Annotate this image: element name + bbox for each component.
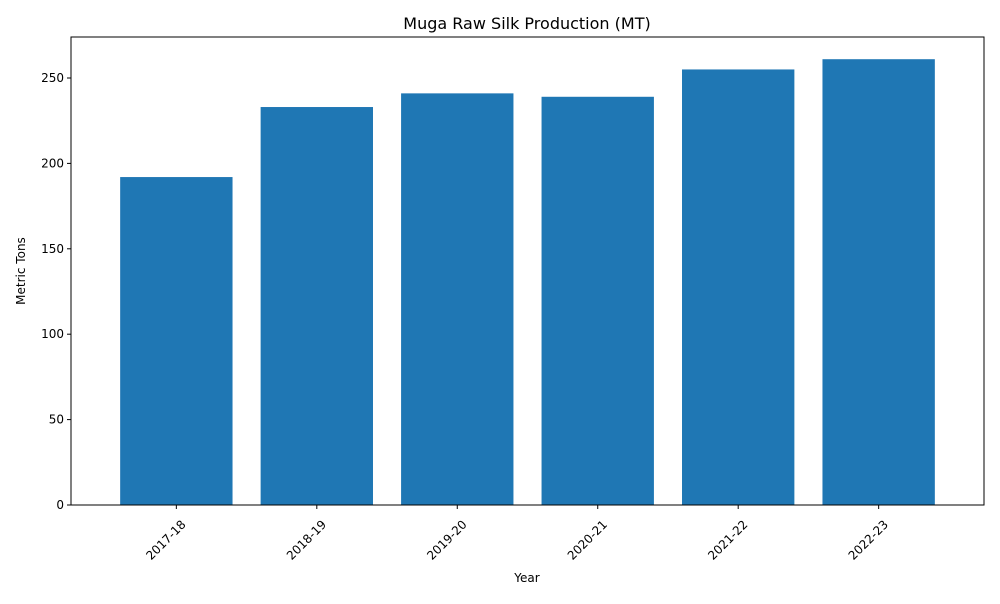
y-tick-label: 200 <box>41 156 64 170</box>
y-tick-label: 100 <box>41 327 64 341</box>
y-axis-ticks: 0 50 100 150 200 250 <box>41 71 71 512</box>
y-tick-label: 50 <box>49 413 64 427</box>
y-tick-label: 250 <box>41 71 64 85</box>
bar-2017-18 <box>120 177 233 505</box>
x-tick-label: 2021-22 <box>705 517 750 562</box>
x-tick-label: 2020-21 <box>565 517 610 562</box>
bar-2018-19 <box>260 107 373 505</box>
bar-2021-22 <box>682 69 795 506</box>
x-tick-label: 2022-23 <box>846 517 891 562</box>
bar-2020-21 <box>541 96 654 506</box>
bar-2019-20 <box>401 93 514 505</box>
x-axis-label: Year <box>513 571 539 585</box>
x-tick-label: 2017-18 <box>143 517 188 562</box>
y-axis-label: Metric Tons <box>14 237 28 305</box>
bar-2022-23 <box>822 59 935 506</box>
chart-title: Muga Raw Silk Production (MT) <box>403 14 650 33</box>
x-tick-label: 2019-20 <box>424 517 469 562</box>
y-tick-label: 150 <box>41 242 64 256</box>
plot-frame <box>70 36 985 506</box>
x-tick-label: 2018-19 <box>284 517 329 562</box>
bars-layer <box>120 59 935 506</box>
y-tick-label: 0 <box>56 498 64 512</box>
x-axis-ticks: 2017-18 2018-19 2019-20 2020-21 2021-22 2022-… <box>143 505 891 563</box>
